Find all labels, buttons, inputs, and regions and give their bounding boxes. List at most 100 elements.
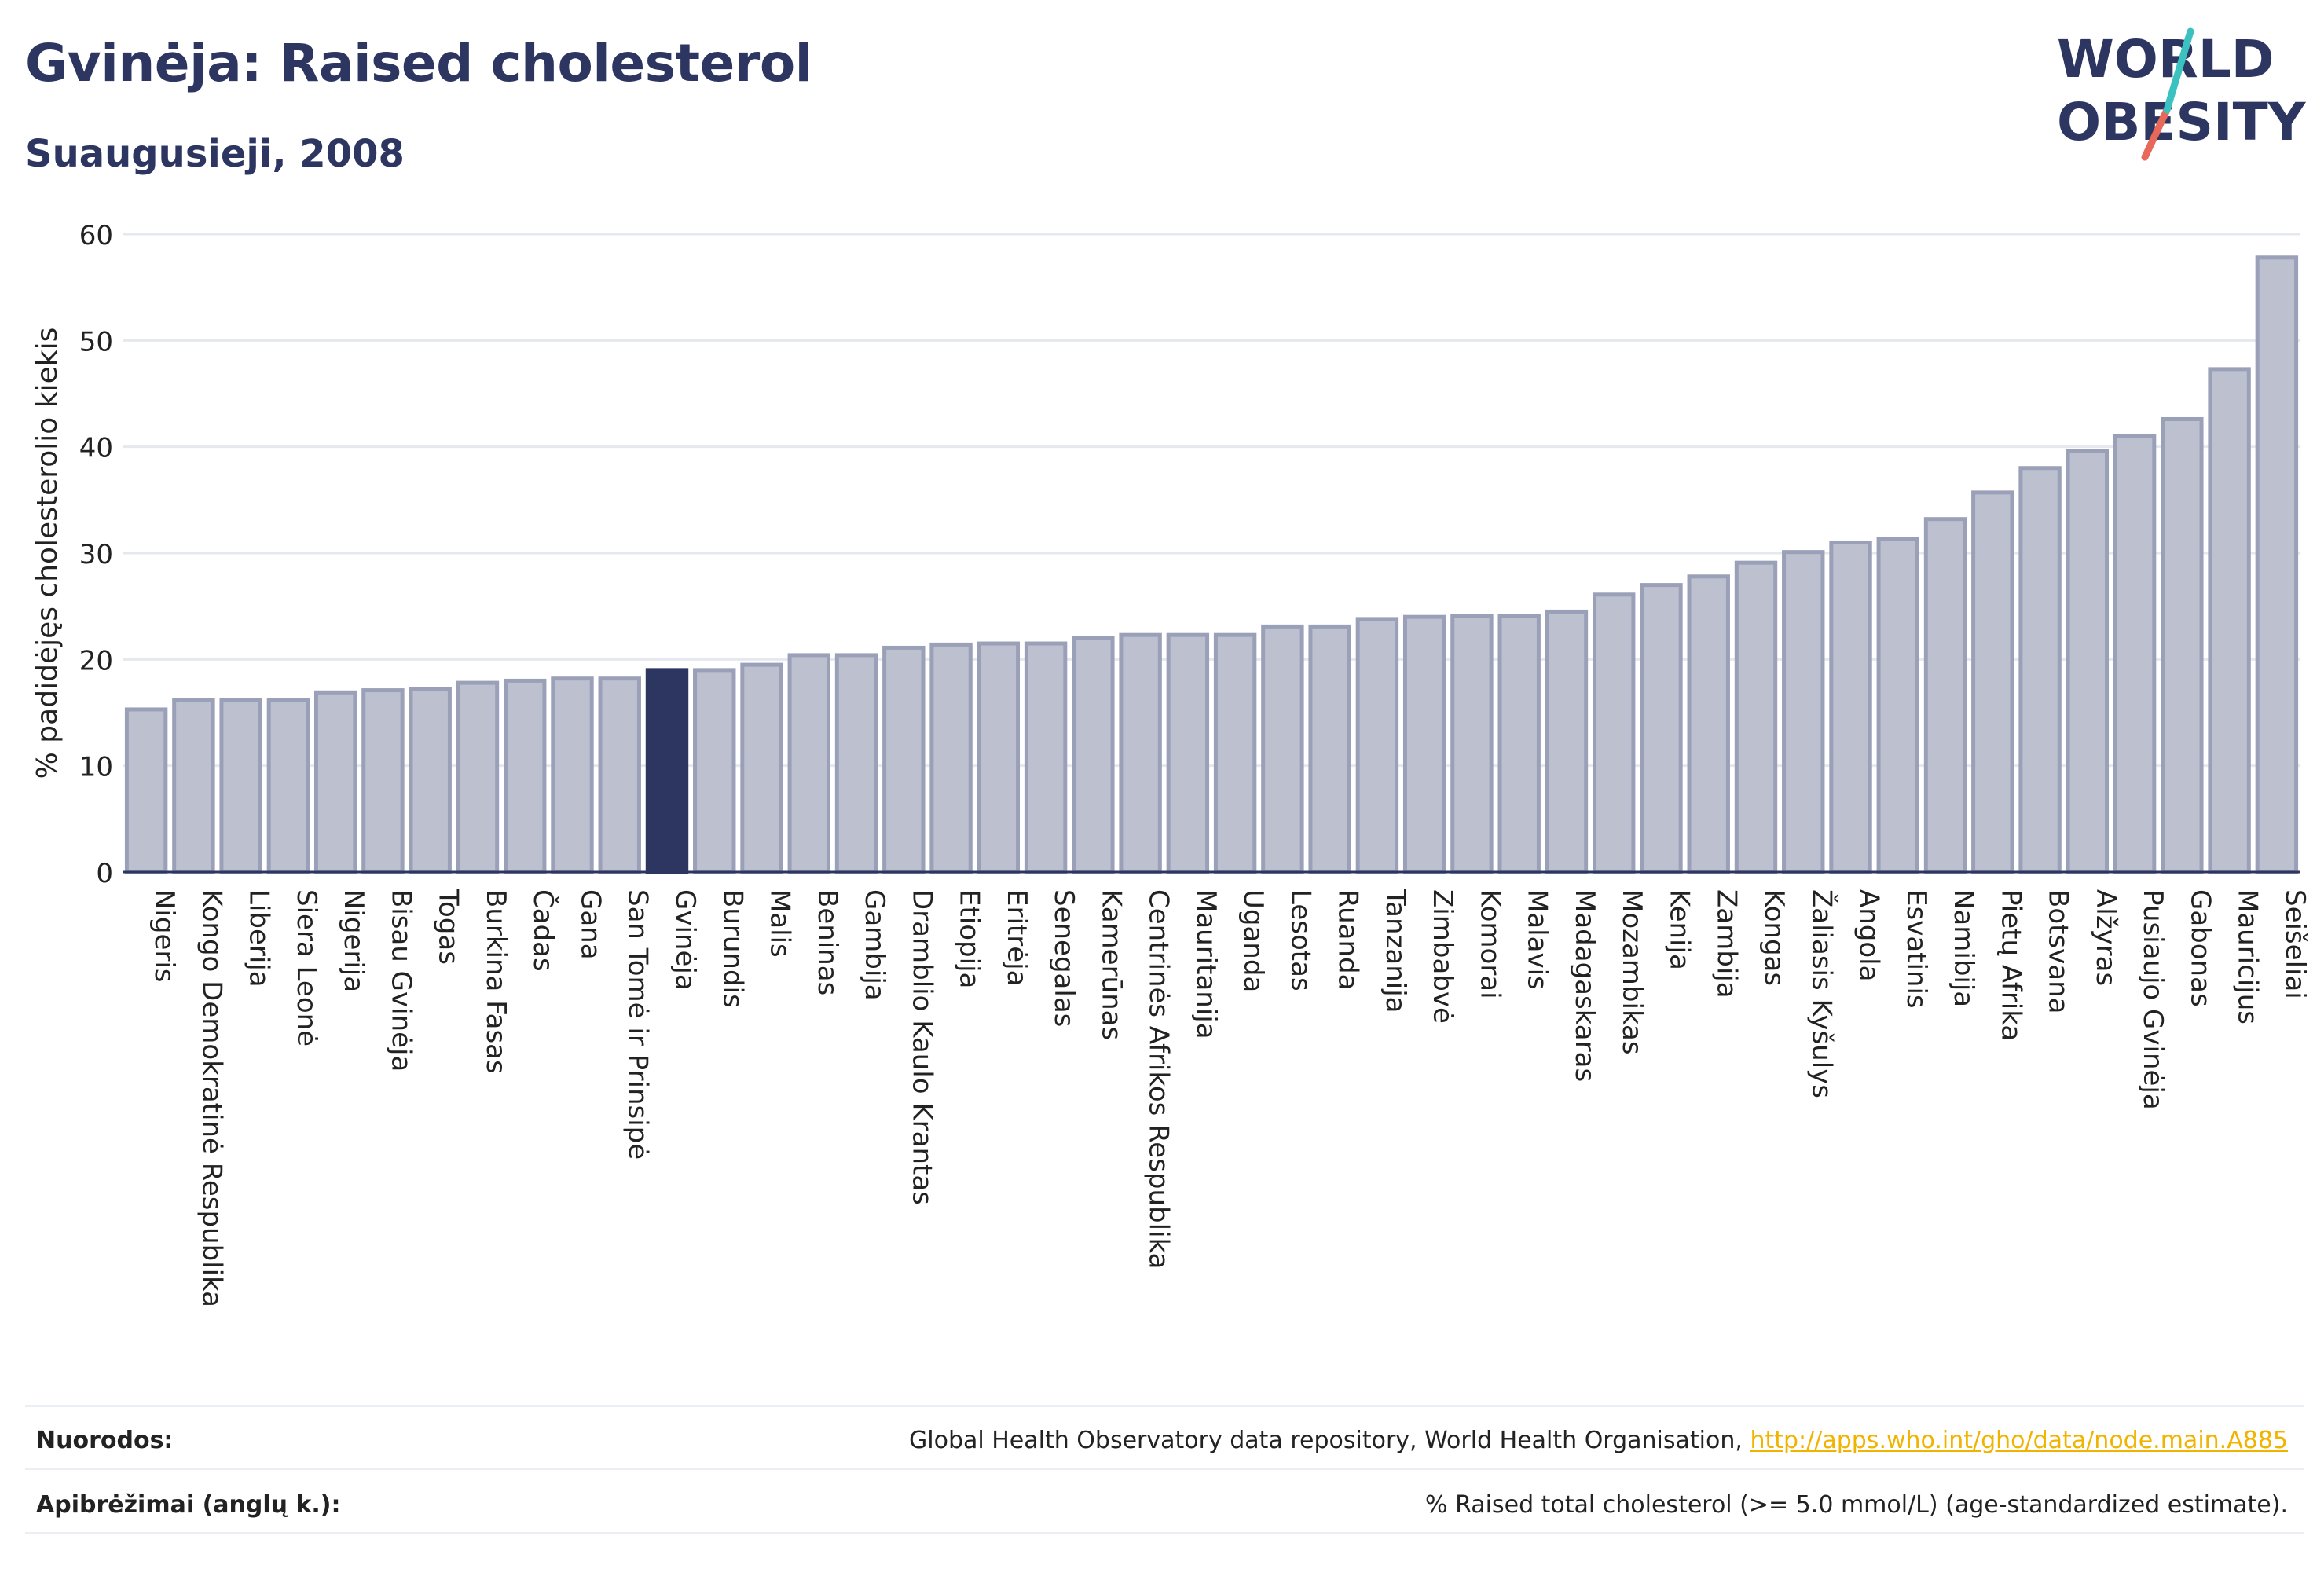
x-tick-label: Lesotas bbox=[1285, 889, 1316, 991]
x-tick-label: Gana bbox=[574, 889, 606, 960]
x-tick-label: Ruanda bbox=[1332, 889, 1364, 990]
x-tick-label: Gambija bbox=[859, 889, 890, 1001]
x-tick-label: Kongo Demokratinė Respublika bbox=[196, 889, 227, 1307]
footer-divider-top bbox=[25, 1405, 2304, 1407]
x-tick-label: San Tomė ir Prinsipė bbox=[622, 889, 654, 1160]
y-tick-label: 60 bbox=[79, 220, 113, 251]
bar bbox=[1308, 624, 1351, 874]
bar bbox=[693, 668, 736, 874]
y-tick-label: 20 bbox=[79, 645, 113, 676]
y-tick-label: 10 bbox=[79, 752, 113, 783]
bar-highlighted bbox=[645, 668, 689, 874]
x-tick-label: Esvatinis bbox=[1901, 889, 1932, 1009]
definitions-label: Apibrėžimai (anglų k.): bbox=[36, 1491, 341, 1519]
bar bbox=[124, 707, 168, 874]
x-tick-label: Čadas bbox=[527, 889, 559, 972]
bar bbox=[313, 690, 357, 874]
bar bbox=[1734, 560, 1778, 874]
y-axis-ticks: 0 10 20 30 40 50 60 bbox=[79, 220, 113, 889]
bar bbox=[2208, 367, 2251, 874]
y-tick-label: 0 bbox=[96, 858, 113, 889]
bar bbox=[787, 653, 830, 874]
bar bbox=[1497, 614, 1541, 874]
bar bbox=[1450, 614, 1494, 874]
x-tick-label: Centrinės Afrikos Respublika bbox=[1143, 889, 1175, 1269]
x-tick-label: Gabonas bbox=[2184, 889, 2216, 1007]
x-tick-label: Burkina Fasas bbox=[480, 889, 511, 1074]
x-tick-label: Senegalas bbox=[1048, 889, 1080, 1027]
bar bbox=[361, 688, 405, 874]
x-tick-label: Zambija bbox=[1711, 889, 1743, 999]
bar bbox=[1261, 624, 1304, 874]
bar bbox=[1782, 550, 1825, 874]
bar bbox=[1829, 540, 1872, 874]
bar bbox=[977, 641, 1021, 874]
world-obesity-logo: WORLD OBESITY bbox=[2057, 27, 2307, 161]
bar bbox=[740, 662, 783, 874]
x-tick-label: Togas bbox=[433, 889, 464, 965]
bar bbox=[504, 678, 547, 874]
x-tick-label: Žaliasis Kyšulys bbox=[1805, 889, 1838, 1098]
bar bbox=[1402, 614, 1446, 874]
bar bbox=[2113, 434, 2157, 874]
x-tick-label: Kongas bbox=[1758, 889, 1790, 986]
x-tick-label: Nigeris bbox=[148, 889, 180, 983]
y-tick-label: 50 bbox=[79, 326, 113, 357]
bar bbox=[551, 676, 594, 874]
sources-description: Global Health Observatory data repositor… bbox=[909, 1427, 1750, 1454]
bar bbox=[2161, 416, 2204, 874]
bar bbox=[1213, 632, 1257, 874]
logo-line2: OBESITY bbox=[2057, 92, 2307, 152]
bar bbox=[929, 642, 973, 874]
sources-text: Global Health Observatory data repositor… bbox=[909, 1427, 2288, 1454]
x-tick-label: Mauricijus bbox=[2232, 889, 2264, 1024]
x-tick-label: Malis bbox=[764, 889, 796, 958]
x-tick-label: Pusiaujo Gvinėja bbox=[2137, 889, 2168, 1110]
x-tick-label: Eritrėja bbox=[1001, 889, 1032, 986]
bar bbox=[1355, 617, 1399, 874]
bar bbox=[1923, 517, 1967, 874]
sources-label: Nuorodos: bbox=[36, 1427, 174, 1454]
page-subtitle: Suaugusieji, 2008 bbox=[25, 132, 405, 176]
bar bbox=[1119, 632, 1162, 874]
x-tick-label: Malavis bbox=[1522, 889, 1553, 990]
bar bbox=[266, 698, 310, 874]
bar bbox=[2018, 466, 2062, 874]
footer-divider-bottom bbox=[25, 1532, 2304, 1534]
x-tick-label: Mauritanija bbox=[1190, 889, 1222, 1039]
bar bbox=[1593, 592, 1636, 874]
bar bbox=[456, 680, 500, 874]
bar bbox=[219, 698, 262, 874]
logo-slash-red bbox=[2141, 106, 2171, 161]
sources-link[interactable]: http://apps.who.int/gho/data/node.main.A… bbox=[1750, 1427, 2288, 1454]
bar bbox=[2255, 255, 2299, 874]
chart-bars bbox=[124, 255, 2299, 874]
bar bbox=[172, 698, 215, 874]
x-tick-label: Dramblio Kaulo Krantas bbox=[906, 889, 937, 1205]
x-tick-label: Beninas bbox=[812, 889, 843, 995]
bar bbox=[882, 645, 926, 874]
x-tick-label: Tanzanija bbox=[1380, 889, 1411, 1013]
logo-line1: WORLD bbox=[2057, 29, 2275, 90]
x-tick-label: Alžyras bbox=[2090, 889, 2121, 986]
page-title: Gvinėja: Raised cholesterol bbox=[25, 33, 812, 93]
x-tick-label: Liberija bbox=[244, 889, 275, 988]
bar-chart: 0 10 20 30 40 50 60 Nigeris Kongo Demokratinė R… bbox=[31, 220, 2311, 1307]
x-tick-label: Botsvana bbox=[2043, 889, 2074, 1014]
x-tick-label: Seišeliai bbox=[2279, 889, 2311, 999]
bar bbox=[1876, 537, 1919, 874]
bar bbox=[1640, 583, 1683, 874]
definitions-text: % Raised total cholesterol (>= 5.0 mmol/… bbox=[1425, 1491, 2288, 1519]
x-tick-label: Angola bbox=[1853, 889, 1885, 981]
y-tick-label: 40 bbox=[79, 433, 113, 464]
x-tick-label: Gvinėja bbox=[669, 889, 701, 991]
x-tick-label: Bisau Gvinėja bbox=[385, 889, 416, 1072]
x-tick-label: Namibija bbox=[1948, 889, 1979, 1007]
x-tick-label: Pietų Afrika bbox=[1995, 889, 2026, 1041]
x-tick-label: Mozambikas bbox=[1616, 889, 1648, 1055]
x-tick-label: Siera Leonė bbox=[291, 889, 322, 1046]
bar bbox=[1971, 490, 2014, 874]
x-tick-label: Nigerija bbox=[338, 889, 369, 992]
y-tick-label: 30 bbox=[79, 539, 113, 570]
x-tick-label: Kamerūnas bbox=[1095, 889, 1127, 1040]
